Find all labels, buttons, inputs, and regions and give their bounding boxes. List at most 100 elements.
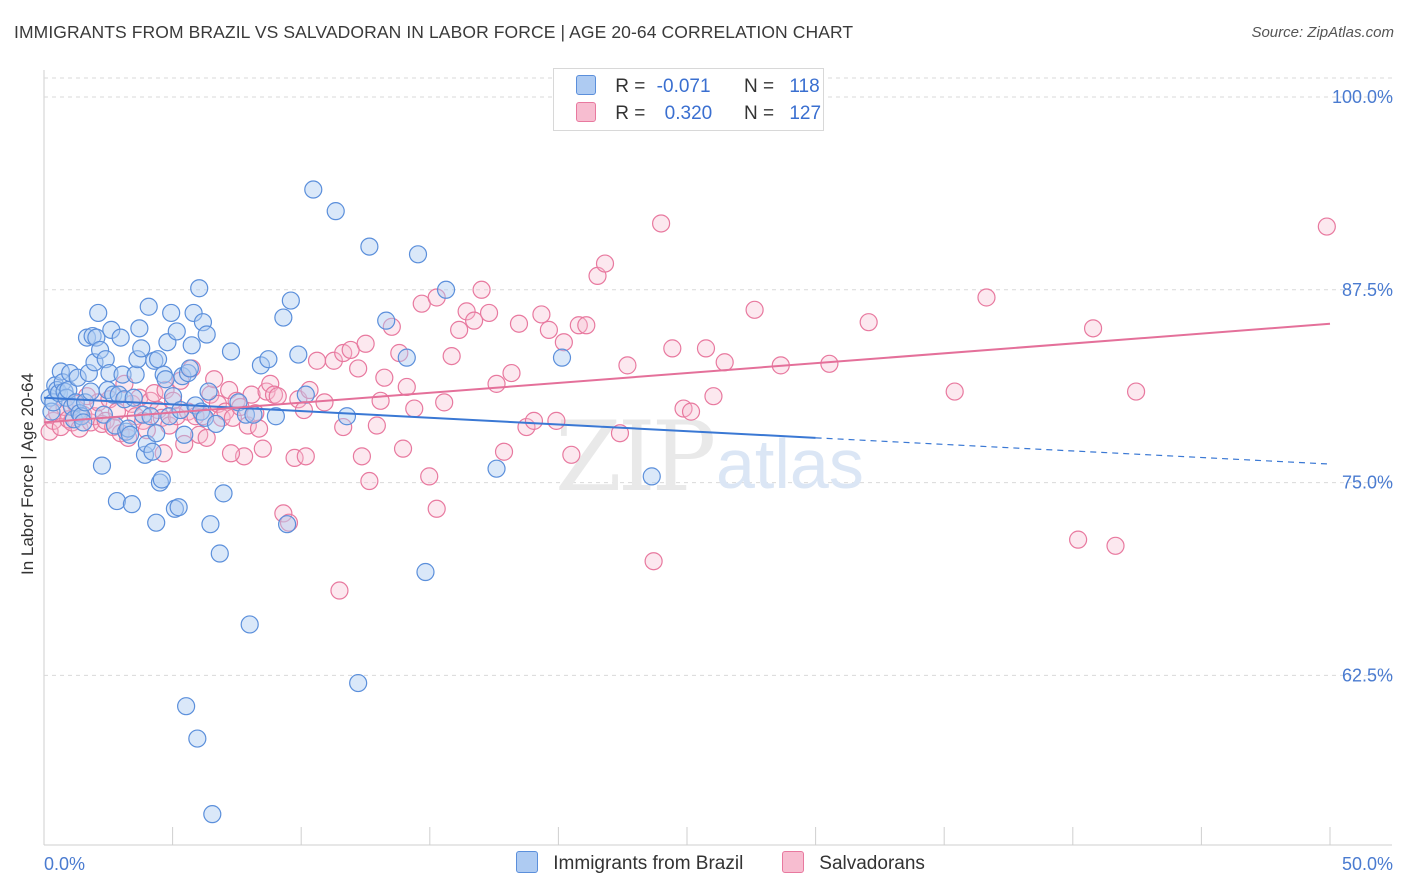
salvadoran-point [820,354,839,373]
brazil-point [89,303,108,323]
salvadoran-point [562,445,581,464]
brazil-point [221,342,241,361]
salvadoran-point [618,356,637,375]
x-tick-label: 50.0% [1342,854,1393,874]
salvadoran-n-label: N = [743,103,775,124]
salvadoran-point [977,288,996,307]
salvadoran-point [367,416,386,435]
salvadoran-point [539,320,559,339]
brazil-point [81,382,100,401]
brazil-point [141,407,160,426]
salvadoran-point [696,339,716,358]
salvadoran-point [427,288,446,307]
salvadoran-point [502,363,521,383]
brazil-point [66,393,85,412]
brazil-point [259,350,278,369]
salvadoran-point [509,314,529,333]
salvadoran-point [197,428,216,447]
chart-title: IMMIGRANTS FROM BRAZIL VS SALVADORAN IN … [14,22,854,42]
salvadoran-point [315,393,334,412]
salvadoran-point [420,467,439,486]
brazil-point [132,339,151,358]
salvadoran-point [296,447,315,466]
stats-legend: R = -0.071 N = 118 R = 0.320 N = 127 [553,68,824,131]
brazil-point [130,319,149,338]
brazil-point [102,320,121,339]
brazil-point [96,350,115,369]
y-tick-label: 62.5% [1342,665,1393,685]
brazil-point [206,414,226,434]
brazil-trend-extension [815,437,1331,465]
bottom-brazil-swatch [516,851,538,873]
brazil-point [100,363,119,383]
brazil-point [326,202,345,221]
salvadoran-point [450,320,469,339]
brazil-point [397,348,416,367]
brazil-point [203,805,222,824]
salvadoran-point [524,411,544,430]
brazil-point [214,484,233,503]
salvadoran-point [427,499,446,518]
salvadoran-point [1106,536,1125,555]
brazil-point [436,280,456,299]
brazil-point [143,442,162,461]
brazil-point [274,308,293,327]
brazil-point [162,303,181,323]
bottom-salvadoran-label: Salvadorans [819,853,925,874]
brazil-point [113,365,132,384]
brazil-point [177,697,196,716]
y-tick-label: 100.0% [1332,87,1393,107]
salvadoran-point [330,581,349,600]
salvadoran-point [859,313,878,332]
brazil-point [304,180,323,199]
brazil-point [377,311,396,330]
brazil-point [182,336,201,355]
salvadoran-point [651,214,671,233]
brazil-point [190,279,209,298]
brazil-point [148,350,168,369]
brazil-point [184,303,203,323]
brazil-n-label: N = [743,76,775,97]
x-tick-label: 0.0% [44,854,85,874]
salvadoran-point [371,391,390,410]
salvadoran-point [745,300,764,319]
salvadoran-trend-line [43,322,1331,424]
bottom-salvadoran-swatch [782,851,804,873]
brazil-point [349,673,368,693]
watermark-atlas: atlas [716,425,864,503]
brazil-point [281,291,300,310]
brazil-point [120,425,140,444]
salvadoran-point [663,339,682,358]
salvadoran-r-value: 0.320 [664,103,713,124]
brazil-point [552,348,572,367]
brazil-r-value: -0.071 [656,76,711,97]
brazil-point [210,544,229,563]
salvadoran-point [175,434,194,454]
salvadoran-point [595,254,615,273]
salvadoran-point [554,333,573,352]
salvadoran-point [715,353,734,372]
brazil-point [92,456,112,475]
brazil-point [197,325,216,344]
brazil-point [152,470,171,489]
brazil-trend-line [43,396,816,439]
brazil-point [642,467,661,486]
brazil-point [150,473,170,492]
salvadoran-point [352,447,371,466]
brazil-point [199,382,218,401]
salvadoran-point [494,442,514,461]
salvadoran-point [465,311,484,330]
brazil-point [278,515,297,534]
salvadoran-r-label: R = [615,103,646,124]
brazil-point [74,413,93,432]
brazil-point [156,370,175,389]
brazil-point [167,322,186,341]
salvadoran-point [397,377,416,397]
bottom-brazil-label: Immigrants from Brazil [553,853,744,874]
salvadoran-point [479,303,499,323]
salvadoran-point [532,305,551,324]
salvadoran-point [349,359,368,378]
brazil-point [107,491,127,511]
brazil-point [68,368,87,387]
